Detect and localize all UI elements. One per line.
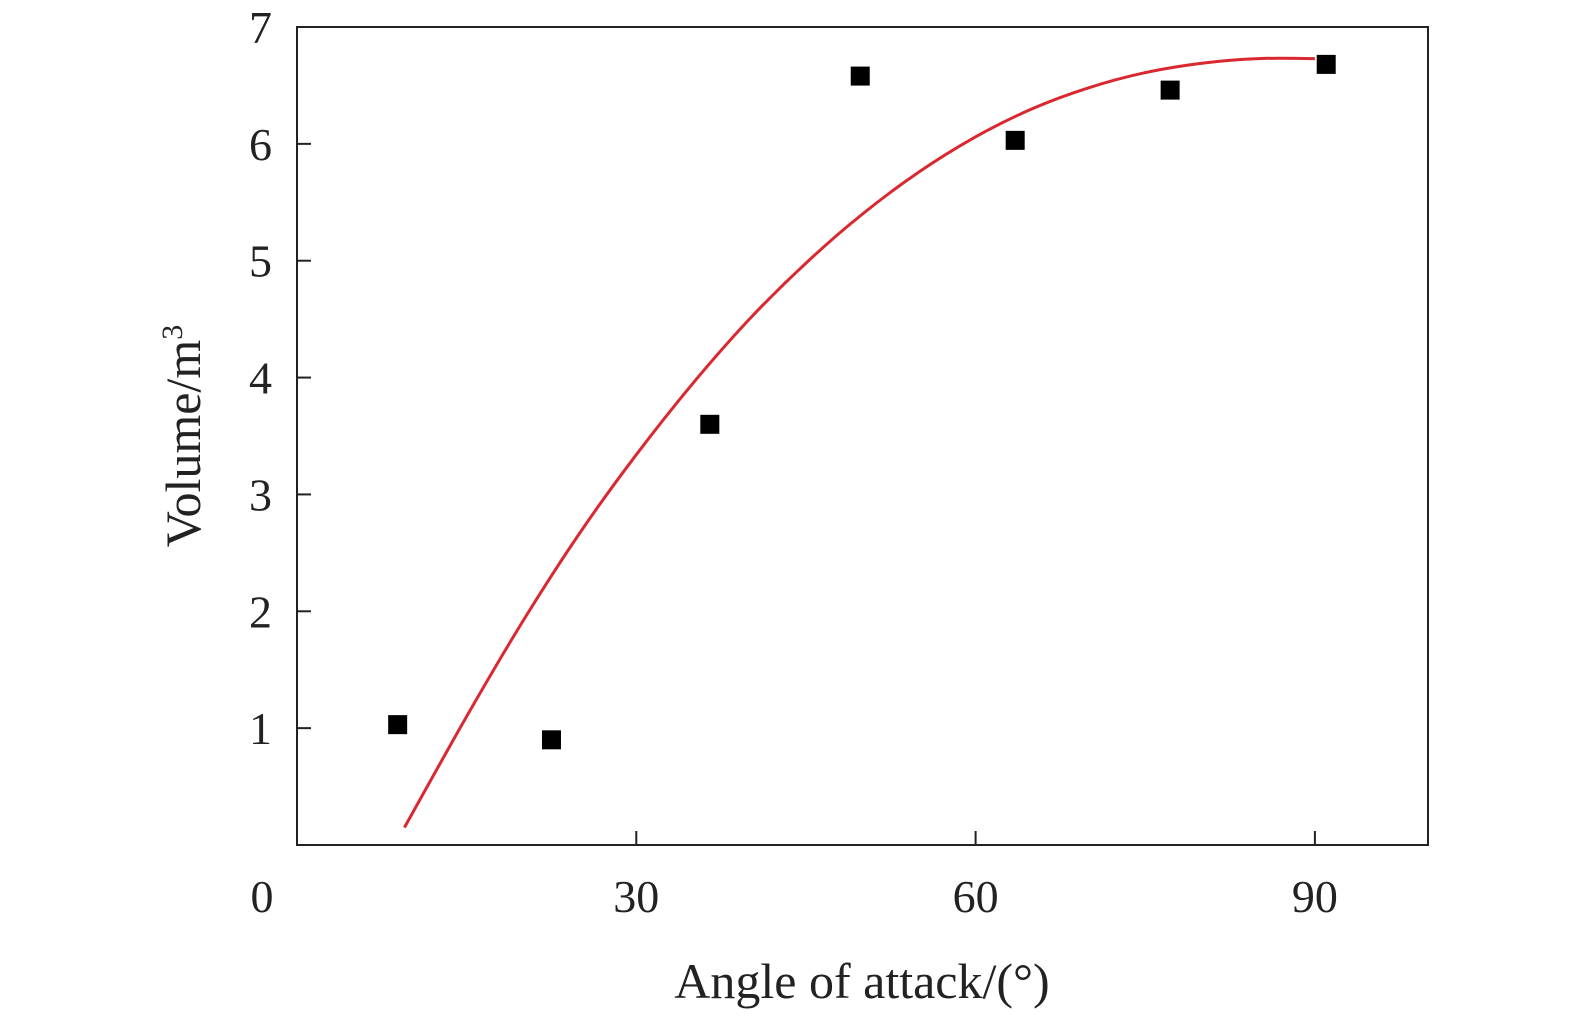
x-axis-ticks: 30 60 90 — [613, 831, 1338, 922]
x-tick-label: 30 — [613, 871, 659, 922]
y-tick-label: 3 — [249, 469, 272, 520]
x-axis-title: Angle of attack/(°) — [674, 953, 1049, 1009]
y-tick-label: 5 — [249, 236, 272, 287]
y-tick-label: 7 — [249, 2, 272, 53]
y-tick-label: 4 — [249, 353, 272, 404]
origin-tick-label: 0 — [251, 871, 274, 922]
data-point-square — [1160, 80, 1180, 100]
x-tick-label: 90 — [1292, 871, 1338, 922]
data-point-square — [850, 66, 870, 86]
data-point-square — [388, 715, 408, 735]
y-axis-ticks: 1 2 3 4 5 6 7 — [249, 2, 311, 754]
x-tick-label: 60 — [953, 871, 999, 922]
y-axis-title-superscript: 3 — [156, 325, 189, 340]
fitted-curve-layer — [403, 56, 1315, 829]
fitted-curve-line — [403, 56, 1315, 829]
data-point-square — [1005, 130, 1025, 150]
y-tick-label: 6 — [249, 119, 272, 170]
data-point-square — [541, 730, 561, 750]
plot-frame — [296, 26, 1429, 846]
data-points-layer — [388, 54, 1336, 750]
y-tick-label: 2 — [249, 586, 272, 637]
y-tick-label: 1 — [249, 703, 272, 754]
y-axis-title: Volume/m3 — [155, 325, 211, 547]
data-point-square — [700, 414, 720, 434]
data-point-square — [1316, 54, 1336, 74]
y-axis-title-text: Volume/m — [155, 340, 211, 548]
